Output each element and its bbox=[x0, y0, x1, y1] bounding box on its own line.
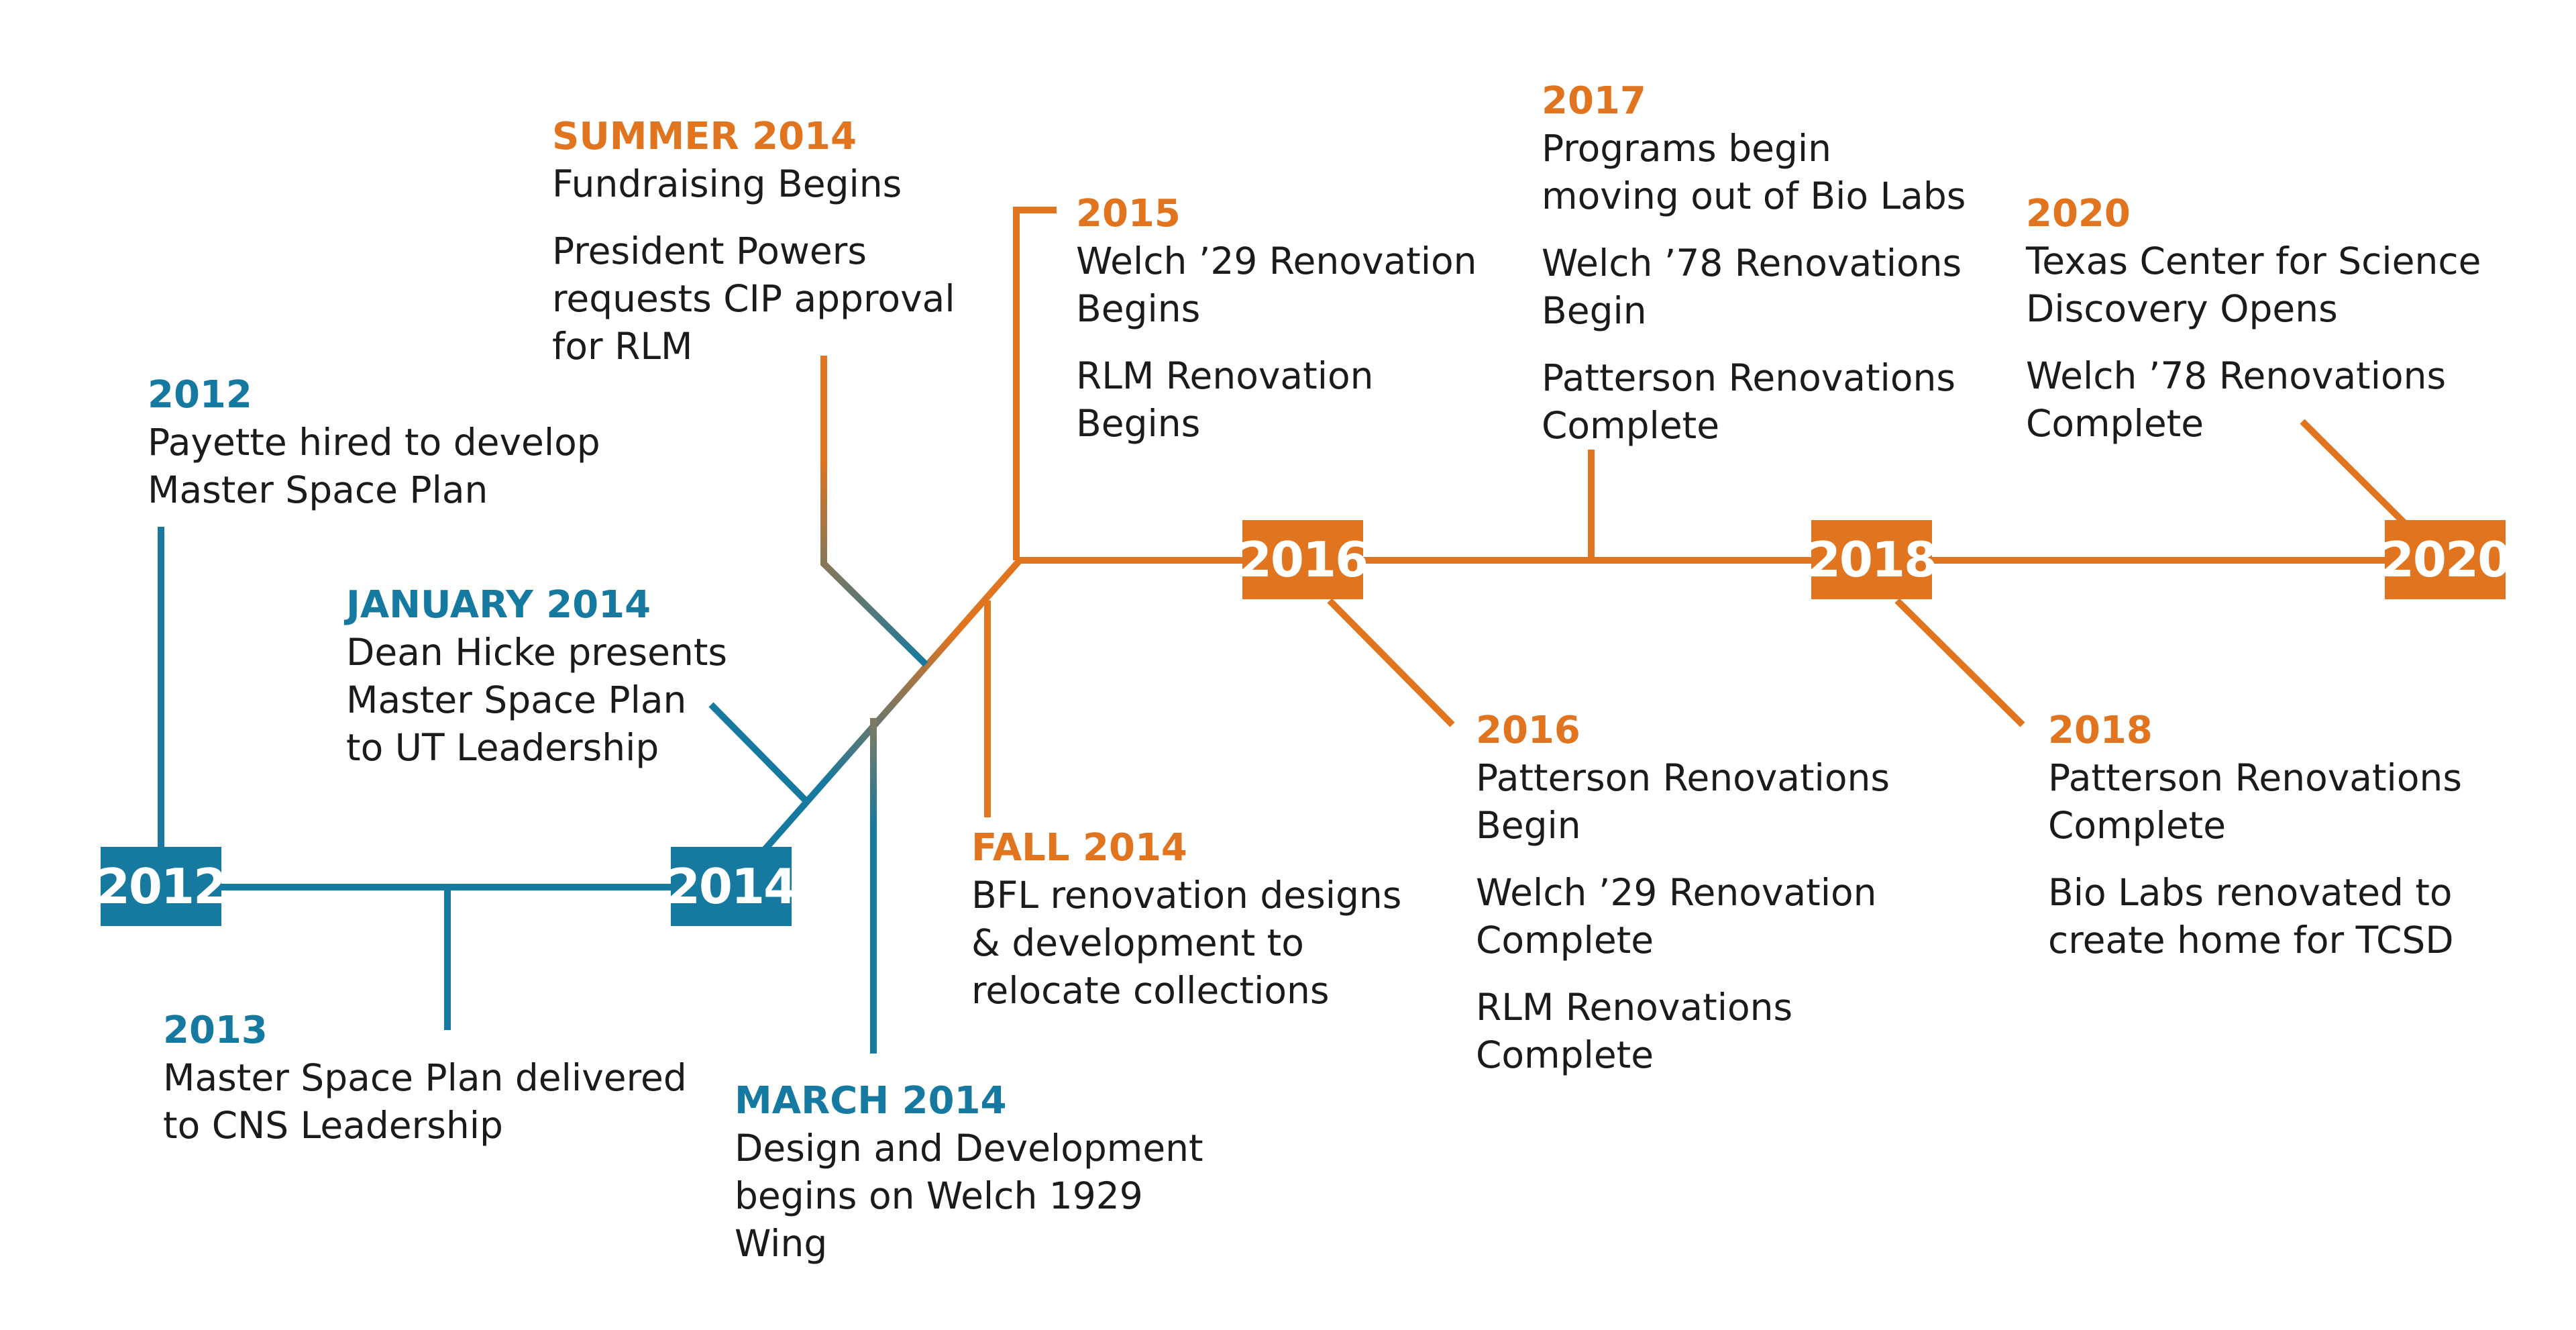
event-item: BFL renovation designs & development to … bbox=[971, 874, 1402, 1012]
event-item: Master Space Plan delivered to CNS Leade… bbox=[163, 1056, 687, 1147]
event-item: Texas Center for Science Discovery Opens bbox=[2026, 240, 2481, 330]
event-heading: 2015 bbox=[1076, 192, 1181, 236]
event-item: Patterson Renovations Begin bbox=[1476, 756, 1890, 847]
event-heading: 2012 bbox=[148, 373, 252, 417]
event-item: Dean Hicke presents Master Space Plan to… bbox=[346, 631, 728, 769]
tick-jan2014 bbox=[708, 702, 810, 805]
event-item: RLM Renovation Begins bbox=[1076, 354, 1374, 445]
event-fall-2014: FALL 2014 BFL renovation designs & devel… bbox=[971, 824, 1401, 1015]
event-item: Patterson Renovations Complete bbox=[2048, 756, 2462, 847]
event-item: Welch ’78 Renovations Complete bbox=[2026, 354, 2447, 445]
year-box-2016: 2016 bbox=[1238, 520, 1368, 599]
event-heading: 2013 bbox=[163, 1009, 268, 1052]
event-item: Payette hired to develop Master Space Pl… bbox=[148, 421, 600, 511]
event-item: Patterson Renovations Complete bbox=[1542, 356, 1955, 447]
event-heading: JANUARY 2014 bbox=[346, 583, 651, 627]
event-2016: 2016 Patterson Renovations Begin Welch ’… bbox=[1476, 707, 1890, 1079]
year-box-2014: 2014 bbox=[667, 847, 797, 926]
event-summer-2014: SUMMER 2014 Fundraising Begins President… bbox=[552, 113, 955, 370]
event-heading: FALL 2014 bbox=[971, 826, 1187, 870]
year-box-2020: 2020 bbox=[2381, 520, 2511, 599]
tick-2016 bbox=[1327, 598, 1455, 727]
event-item: Bio Labs renovated to create home for TC… bbox=[2048, 871, 2454, 962]
event-heading: 2018 bbox=[2048, 709, 2153, 752]
event-item: Welch ’78 Renovations Begin bbox=[1542, 242, 1962, 332]
event-heading: 2016 bbox=[1476, 709, 1580, 752]
event-2015: 2015 Welch ’29 Renovation Begins RLM Ren… bbox=[1076, 190, 1477, 448]
tick-2015 bbox=[1013, 207, 1057, 560]
event-item: Welch ’29 Renovation Begins bbox=[1076, 240, 1477, 330]
timeline-diagonal bbox=[742, 558, 1022, 875]
event-2018: 2018 Patterson Renovations Complete Bio … bbox=[2048, 707, 2462, 964]
event-january-2014: JANUARY 2014 Dean Hicke presents Master … bbox=[346, 581, 727, 772]
event-heading: SUMMER 2014 bbox=[552, 115, 857, 158]
event-2017: 2017 Programs begin moving out of Bio La… bbox=[1542, 77, 1966, 450]
event-item: RLM Renovations Complete bbox=[1476, 986, 1793, 1076]
event-2020: 2020 Texas Center for Science Discovery … bbox=[2026, 190, 2481, 448]
tick-2020 bbox=[2300, 419, 2411, 529]
event-heading: MARCH 2014 bbox=[735, 1079, 1007, 1123]
event-item: Fundraising Begins bbox=[552, 162, 902, 205]
event-2013: 2013 Master Space Plan delivered to CNS … bbox=[163, 1007, 687, 1149]
tick-summer2014 bbox=[820, 356, 928, 667]
year-box-2012: 2012 bbox=[97, 847, 227, 926]
event-item: Programs begin moving out of Bio Labs bbox=[1542, 127, 1966, 217]
event-item: Design and Development begins on Welch 1… bbox=[735, 1127, 1203, 1265]
tick-2018 bbox=[1894, 598, 2025, 727]
event-heading: 2020 bbox=[2026, 192, 2131, 236]
event-item: President Powers requests CIP approval f… bbox=[552, 229, 955, 368]
event-heading: 2017 bbox=[1542, 79, 1646, 123]
event-2012: 2012 Payette hired to develop Master Spa… bbox=[148, 371, 600, 514]
event-item: Welch ’29 Renovation Complete bbox=[1476, 871, 1877, 962]
event-march-2014: MARCH 2014 Design and Development begins… bbox=[735, 1077, 1203, 1268]
year-box-2018: 2018 bbox=[1807, 520, 1937, 599]
